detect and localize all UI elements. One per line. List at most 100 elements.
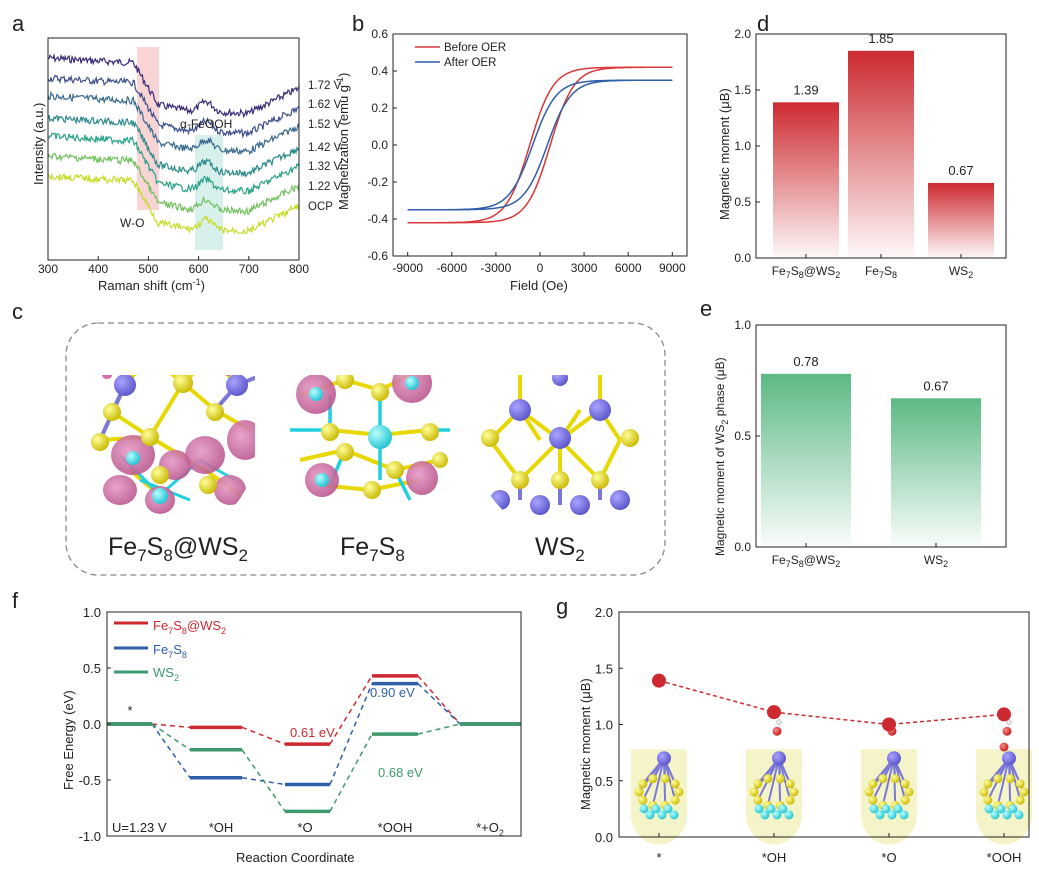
panel-label-c: c — [12, 299, 23, 324]
x-tick-label-e-part: S — [791, 553, 799, 567]
sulfur-atom — [1015, 795, 1025, 805]
hysteresis-series-group — [407, 66, 673, 224]
y-tick-label-f: -1.0 — [79, 829, 101, 844]
sulfur-atom — [789, 787, 799, 797]
sulfur-atom — [753, 779, 763, 789]
y-tick-label-b: -0.4 — [367, 212, 388, 226]
adsorbate-structure — [746, 719, 802, 845]
iron-atom — [754, 804, 764, 814]
sulfur-atom — [785, 779, 795, 789]
sulfur-atom — [753, 795, 763, 805]
moment-connector — [658, 679, 1005, 726]
y-axis-label-a: Intensity (a.u.) — [31, 103, 46, 185]
raman-series-group — [47, 53, 300, 235]
bar-value-label: 0.67 — [923, 378, 948, 393]
iron-atom — [1008, 804, 1018, 814]
y-label-e-post: phase (μB) — [713, 357, 727, 419]
x-tick-label-d-part: Fe — [772, 264, 786, 278]
panel-d: d 1.391.850.67 Fe7S8@WS2 Fe7S8 WS20.00.51.… — [717, 11, 1007, 280]
panel-label-e: e — [700, 296, 712, 321]
sulfur-atom — [1015, 779, 1025, 789]
iron-atom — [881, 804, 891, 814]
step-label-f: *OH — [209, 820, 234, 835]
x-tick-label-d: Fe7S8 — [865, 264, 897, 280]
sulfur-atom — [900, 779, 910, 789]
hysteresis-branch-ascending — [407, 79, 673, 211]
y-label-b-sup: -1 — [335, 77, 345, 85]
axes-frame-f — [106, 611, 522, 837]
structure-fe7s8 — [290, 375, 450, 501]
sulfur-atom — [983, 795, 993, 805]
sulfur-atom — [1019, 787, 1029, 797]
step-label-f: *+O2 — [476, 820, 504, 838]
y-tick-label-g: 1.5 — [595, 661, 613, 676]
step-label-f: *OOH — [378, 820, 413, 835]
raman-series-line — [47, 53, 300, 119]
moment-point — [882, 717, 896, 732]
y-tick-label-e: 0.0 — [734, 540, 751, 554]
ticks-f: 1.0 0.5 0.0 -0.5 -1.0 * *OH *O *OOH *+O2 — [79, 605, 504, 844]
sulfur-atom — [763, 774, 773, 784]
x-tick-label-b: -6000 — [436, 261, 467, 275]
x-tick-label-e-part: @WS — [804, 553, 836, 567]
x-tick-label-e: Fe7S8@WS2 — [772, 553, 841, 569]
iron-atom — [657, 810, 667, 820]
sulfur-atom — [904, 787, 914, 797]
x-axis-label-b: Field (Oe) — [510, 278, 568, 293]
sulfur-atom — [638, 795, 648, 805]
y-tick-label-b: 0.0 — [371, 138, 388, 152]
y-tick-label-f: 0.0 — [83, 717, 101, 732]
legend-f-fe7s8: Fe7S8 — [153, 642, 187, 660]
structure-fe7s8-ws2 — [91, 375, 255, 514]
y-tick-label-f: -0.5 — [79, 773, 101, 788]
oxygen-atom — [1002, 726, 1012, 736]
iron-atom — [875, 810, 885, 820]
u-label: U=1.23 V — [112, 820, 167, 835]
energy-connector — [417, 683, 461, 725]
hysteresis-branch-ascending — [407, 66, 673, 224]
y-tick-label-g: 0.5 — [595, 774, 613, 789]
annotation-feooh: α-FeOOH — [180, 117, 232, 131]
panel-c: c — [12, 299, 666, 576]
bar — [773, 102, 839, 258]
adsorbate-structure — [861, 726, 917, 845]
annotation-fe7s8-ws2: 0.61 eV — [290, 725, 335, 740]
iron-atom — [639, 804, 649, 814]
bond — [881, 758, 895, 806]
hysteresis-branch-descending — [407, 79, 673, 211]
iron-atom — [990, 810, 1000, 820]
iron-atom — [645, 810, 655, 820]
panel-g: g 0.0 0.5 1.0 1.5 2.0 * *OH *O *OOH Magnetic mom… — [556, 594, 1032, 865]
step-label-f: *O — [297, 820, 312, 835]
x-tick-label-d-part: S — [884, 264, 892, 278]
x-tick-label-d-part: 2 — [968, 270, 973, 280]
panel-label-b: b — [352, 11, 364, 36]
x-label-a-sup: -1 — [193, 277, 201, 287]
x-tick-label-b: 3000 — [571, 261, 598, 275]
iron-atom — [996, 804, 1006, 814]
x-tick-label-a: 300 — [38, 262, 58, 276]
sulfur-atom — [890, 774, 900, 784]
energy-connector — [241, 726, 286, 745]
x-tick-label-a: 500 — [138, 262, 158, 276]
x-tick-label-d-part: @WS — [804, 264, 836, 278]
x-tick-label-b: -3000 — [481, 261, 512, 275]
structure-label-fe7s8: Fe7S8 — [340, 533, 405, 565]
structure-backdrop — [631, 749, 687, 845]
bar — [891, 398, 981, 547]
sulfur-atom — [983, 779, 993, 789]
structure-label-fe7s8-ws2: Fe7S8@WS2 — [108, 533, 248, 565]
legend-a-item: 1.52 V — [308, 119, 342, 131]
x-tick-label-b: 6000 — [615, 261, 642, 275]
x-tick-label-d: Fe7S8@WS2 — [772, 264, 841, 280]
x-tick-label-a: 700 — [239, 262, 259, 276]
legend-a-item: 1.22 V — [308, 181, 342, 193]
x-tick-label-d-part: 7 — [786, 270, 791, 280]
panel-label-f: f — [12, 588, 19, 613]
moment-point — [767, 705, 781, 720]
structure-ws2 — [481, 375, 639, 515]
sulfur-atom — [670, 795, 680, 805]
sulfur-atom — [878, 774, 888, 784]
iron-atom — [899, 810, 909, 820]
